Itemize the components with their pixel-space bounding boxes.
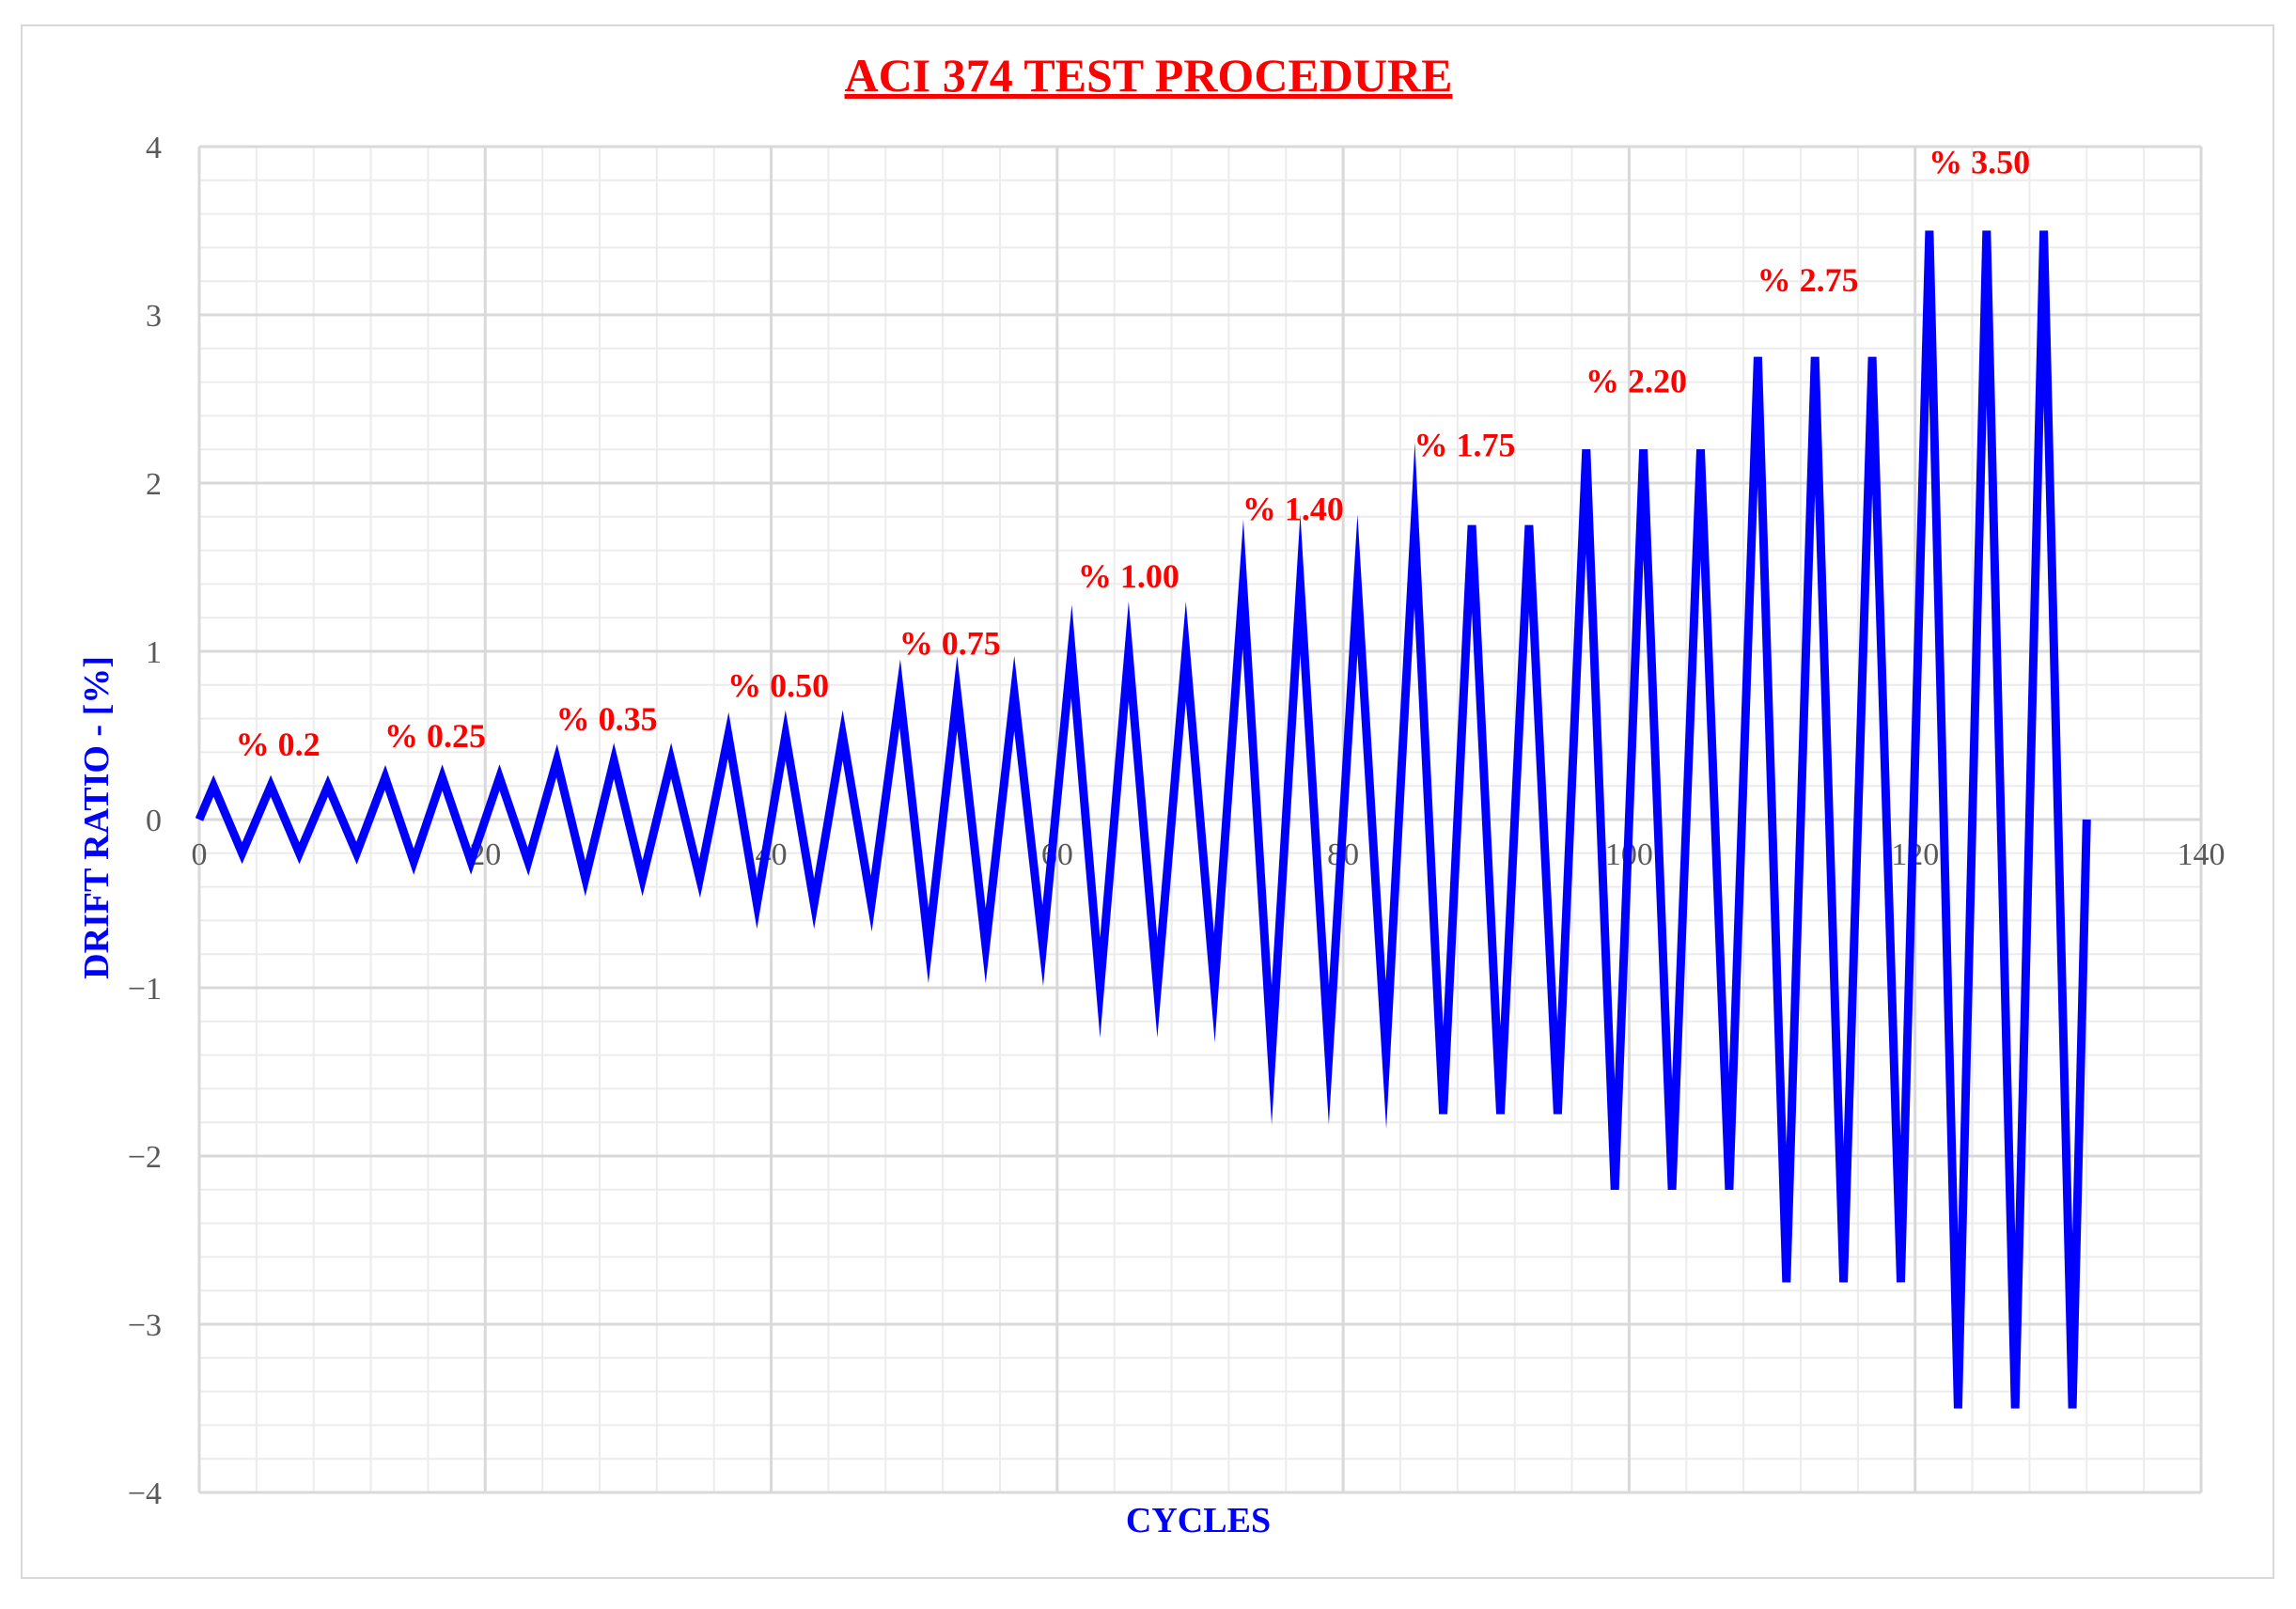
y-tick-label: 2 bbox=[146, 467, 162, 502]
amplitude-label: % 0.25 bbox=[384, 717, 486, 755]
x-tick-label: 60 bbox=[1041, 837, 1073, 872]
y-tick-label: −1 bbox=[128, 972, 162, 1007]
y-tick-label: 3 bbox=[146, 299, 162, 334]
amplitude-label: % 1.00 bbox=[1078, 557, 1179, 595]
series-line bbox=[195, 230, 2091, 1409]
series-layer bbox=[195, 230, 2091, 1409]
amplitude-label: % 1.40 bbox=[1242, 490, 1344, 527]
amplitude-label: % 0.2 bbox=[236, 726, 320, 763]
y-tick-label: −3 bbox=[128, 1308, 162, 1343]
y-tick-label: 4 bbox=[146, 131, 162, 165]
chart-title: ACI 374 TEST PROCEDURE bbox=[845, 49, 1453, 102]
amplitude-label: % 0.35 bbox=[556, 700, 658, 738]
amplitude-label: % 3.50 bbox=[1929, 144, 2030, 181]
amplitude-label: % 2.75 bbox=[1757, 261, 1859, 299]
y-tick-labels: 4 3 2 1 0 −1 −2 −3 −4 bbox=[128, 131, 162, 1511]
amplitude-label: % 0.75 bbox=[899, 625, 1001, 663]
x-axis-title: CYCLES bbox=[1126, 1501, 1271, 1540]
y-tick-label: −4 bbox=[128, 1476, 162, 1511]
x-tick-label: 140 bbox=[2178, 837, 2226, 872]
amplitude-label: % 2.20 bbox=[1585, 362, 1687, 399]
y-tick-label: 0 bbox=[146, 804, 162, 838]
y-axis-title: DRIFT RATIO - [%] bbox=[77, 656, 117, 979]
x-tick-label: 0 bbox=[192, 837, 208, 872]
amplitude-label: % 1.75 bbox=[1414, 426, 1515, 463]
amplitude-label: % 0.50 bbox=[727, 666, 829, 704]
annotations: % 0.2 % 0.25 % 0.35 % 0.50 % 0.75 % 1.00 % 1.4… bbox=[236, 144, 2030, 763]
y-tick-label: 1 bbox=[146, 635, 162, 670]
y-tick-label: −2 bbox=[128, 1140, 162, 1175]
